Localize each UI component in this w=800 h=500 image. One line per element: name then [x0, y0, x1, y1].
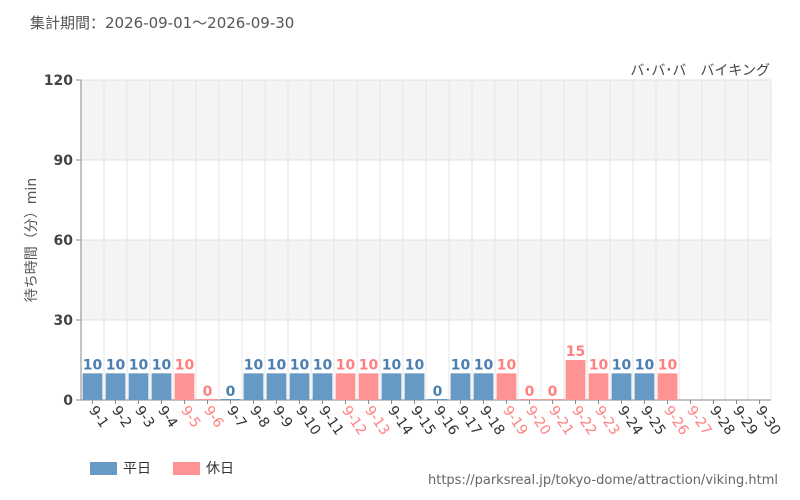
bar — [312, 373, 333, 400]
x-tick-label: 9-26 — [660, 403, 691, 438]
data-label: 15 — [566, 344, 585, 360]
data-label: 0 — [226, 384, 236, 400]
x-tick-label: 9-27 — [683, 403, 714, 438]
source-url: https://parksreal.jp/tokyo-dome/attracti… — [428, 473, 778, 488]
bar — [588, 373, 609, 400]
x-tick-label: 9-19 — [499, 403, 530, 438]
x-tick-label: 9-12 — [338, 403, 369, 438]
data-label: 0 — [433, 384, 443, 400]
data-label: 10 — [589, 357, 609, 373]
data-label: 10 — [658, 357, 678, 373]
x-tick-label: 9-18 — [476, 403, 507, 438]
data-label: 10 — [152, 357, 172, 373]
x-tick-label: 9-5 — [177, 403, 203, 431]
bar — [82, 373, 103, 400]
x-tick-label: 9-1 — [85, 403, 111, 431]
data-label: 10 — [451, 357, 471, 373]
data-label: 10 — [359, 357, 379, 373]
weekday-swatch — [90, 461, 117, 475]
y-tick-label: 0 — [63, 393, 73, 409]
data-label: 0 — [548, 384, 558, 400]
bar — [473, 373, 494, 400]
x-tick-label: 9-28 — [706, 403, 737, 438]
bar — [496, 373, 517, 400]
x-tick-label: 9-20 — [522, 403, 553, 438]
data-label: 0 — [203, 384, 213, 400]
bar — [542, 399, 563, 400]
bar — [611, 373, 632, 400]
x-tick-label: 9-24 — [614, 403, 645, 438]
y-tick-label: 30 — [54, 313, 74, 329]
y-tick-label: 120 — [44, 73, 73, 89]
x-tick-label: 9-29 — [729, 403, 760, 438]
bar — [657, 373, 678, 400]
data-label: 10 — [405, 357, 425, 373]
x-tick-label: 9-23 — [591, 403, 622, 438]
legend-weekday[interactable]: 平日 — [90, 458, 151, 478]
bar — [174, 373, 195, 400]
data-label: 10 — [244, 357, 264, 373]
y-tick-label: 90 — [54, 153, 74, 169]
data-label: 10 — [83, 357, 103, 373]
bar — [358, 373, 379, 400]
x-tick-label: 9-14 — [384, 403, 415, 438]
data-label: 10 — [336, 357, 356, 373]
data-label: 10 — [106, 357, 126, 373]
legend-holiday[interactable]: 休日 — [173, 458, 234, 478]
ride-name: バ･バ･バ バイキング — [630, 63, 770, 79]
data-label: 10 — [612, 357, 632, 373]
bar — [634, 373, 655, 400]
data-label: 0 — [525, 384, 535, 400]
x-tick-label: 9-22 — [568, 403, 599, 438]
y-tick-label: 60 — [54, 233, 74, 249]
x-tick-label: 9-25 — [637, 403, 668, 438]
x-tick-label: 9-13 — [361, 403, 392, 438]
x-tick-label: 9-17 — [453, 403, 484, 438]
bar — [381, 373, 402, 400]
x-tick-label: 9-10 — [292, 403, 323, 438]
data-label: 10 — [474, 357, 494, 373]
x-tick-label: 9-2 — [108, 403, 134, 431]
data-label: 10 — [313, 357, 333, 373]
bar — [427, 399, 448, 400]
x-tick-label: 9-9 — [269, 403, 295, 431]
x-tick-label: 9-4 — [154, 403, 180, 431]
legend-weekday-label: 平日 — [123, 461, 151, 477]
x-tick-label: 9-16 — [430, 403, 461, 438]
period-label: 集計期間：2026-09-01～2026-09-30 — [30, 14, 295, 32]
data-label: 10 — [382, 357, 402, 373]
x-tick-label: 9-6 — [200, 403, 226, 431]
data-label: 10 — [129, 357, 149, 373]
holiday-swatch — [173, 461, 200, 475]
x-tick-label: 9-11 — [315, 403, 346, 438]
bar — [519, 399, 540, 400]
data-label: 10 — [497, 357, 517, 373]
bar — [266, 373, 287, 400]
x-tick-label: 9-8 — [246, 403, 272, 431]
bar — [128, 373, 149, 400]
bar — [243, 373, 264, 400]
x-tick-label: 9-30 — [752, 403, 783, 438]
data-label: 10 — [290, 357, 310, 373]
data-label: 10 — [267, 357, 287, 373]
x-tick-label: 9-15 — [407, 403, 438, 438]
bar — [197, 399, 218, 400]
bar — [220, 399, 241, 400]
bar — [289, 373, 310, 400]
bar — [404, 373, 425, 400]
data-label: 10 — [635, 357, 655, 373]
bar — [105, 373, 126, 400]
bar — [565, 360, 586, 400]
legend-holiday-label: 休日 — [206, 461, 234, 477]
x-tick-label: 9-7 — [223, 403, 249, 431]
x-tick-label: 9-3 — [131, 403, 157, 431]
bar — [450, 373, 471, 400]
bar — [151, 373, 172, 400]
x-tick-label: 9-21 — [545, 403, 576, 438]
bar — [335, 373, 356, 400]
data-label: 10 — [175, 357, 195, 373]
legend: 平日 休日 — [90, 458, 256, 478]
